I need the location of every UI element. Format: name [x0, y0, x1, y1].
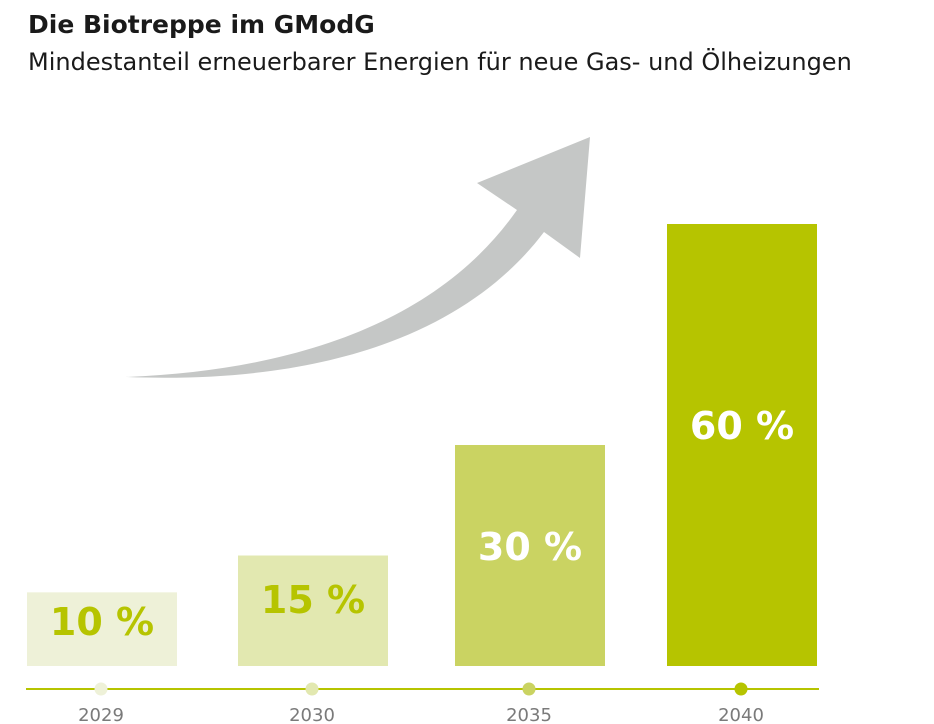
x-tick-label-2035: 2035	[506, 705, 552, 724]
data-label-2030: 15 %	[261, 578, 365, 622]
arrow-up-right-icon	[126, 137, 590, 378]
x-tick-label-2029: 2029	[78, 705, 124, 724]
x-tick-label-2040: 2040	[718, 705, 764, 724]
axis-dot-2030	[305, 682, 319, 696]
axis-dot-2040	[734, 682, 748, 696]
page-subtitle: Mindestanteil erneuerbarer Energien für …	[28, 48, 852, 76]
data-label-2029: 10 %	[50, 600, 154, 644]
bar-2035	[455, 445, 605, 666]
page-title: Die Biotreppe im GModG	[28, 10, 375, 39]
data-label-2035: 30 %	[478, 525, 582, 569]
data-label-2040: 60 %	[690, 404, 794, 448]
bar-2040	[667, 224, 817, 666]
trend-arrow-group	[126, 137, 590, 378]
bars-group: 10 % 15 % 30 % 60 %	[27, 224, 817, 666]
bar-2030	[238, 555, 388, 666]
axis-dot-2035	[522, 682, 536, 696]
bar-2029	[27, 592, 177, 666]
x-axis: 2029 2030 2035 2040	[26, 682, 819, 724]
axis-dot-2029	[94, 682, 108, 696]
x-tick-label-2030: 2030	[289, 705, 335, 724]
